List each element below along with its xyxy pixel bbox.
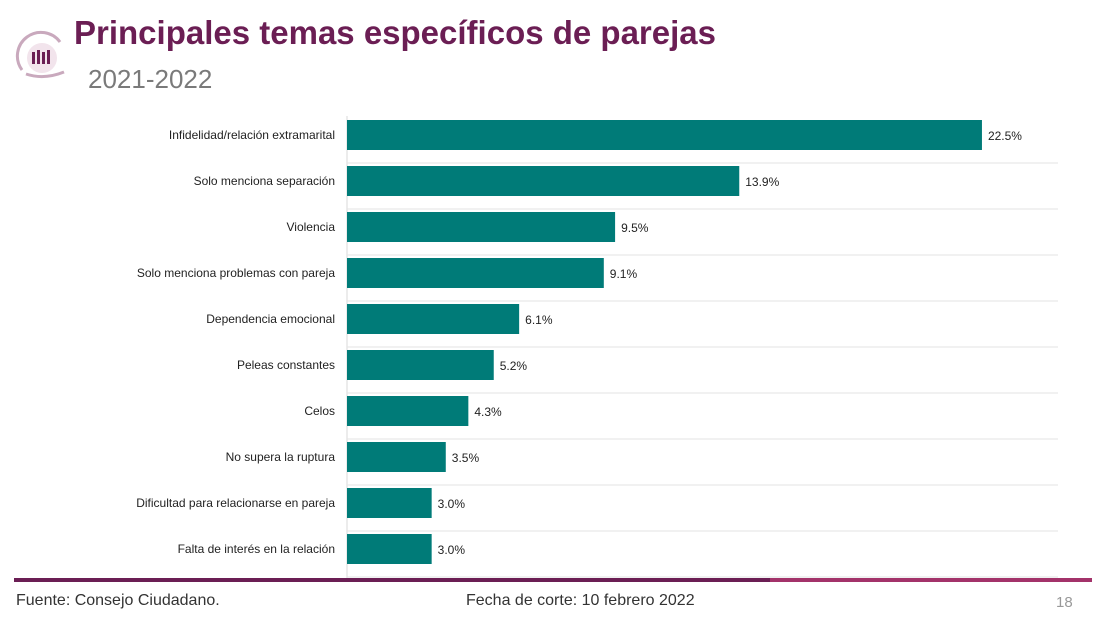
- page-title: Principales temas específicos de parejas: [74, 14, 717, 51]
- bar: [347, 488, 432, 518]
- bar: [347, 534, 432, 564]
- source-note: Fuente: Consejo Ciudadano.: [16, 592, 220, 609]
- bar: [347, 442, 446, 472]
- data-label: 13.9%: [745, 175, 779, 189]
- data-label: 6.1%: [525, 313, 553, 327]
- category-label: Peleas constantes: [237, 358, 335, 372]
- bar: [347, 304, 520, 334]
- footer-divider: [14, 578, 1092, 582]
- data-label: 3.5%: [452, 451, 480, 465]
- bar: [347, 120, 982, 150]
- category-label: Violencia: [287, 220, 336, 234]
- data-label: 22.5%: [988, 129, 1022, 143]
- data-label: 3.0%: [438, 543, 466, 557]
- data-label: 5.2%: [500, 359, 528, 373]
- footer-divider-accent: [770, 578, 1092, 582]
- category-label: Dificultad para relacionarse en pareja: [136, 496, 335, 510]
- category-label: Solo menciona separación: [194, 174, 335, 188]
- category-label: Solo menciona problemas con pareja: [137, 266, 335, 280]
- category-label: Celos: [304, 404, 335, 418]
- page-number: 18: [1056, 594, 1073, 611]
- data-label: 9.5%: [621, 221, 649, 235]
- page-subtitle: 2021-2022: [88, 64, 213, 94]
- category-label: Infidelidad/relación extramarital: [169, 128, 335, 142]
- bar: [347, 258, 604, 288]
- organization-logo: [15, 30, 65, 79]
- bar: [347, 166, 740, 196]
- bar: [347, 212, 616, 242]
- bar-chart: Infidelidad/relación extramarital 22.5% So…: [136, 116, 1058, 578]
- data-label: 4.3%: [474, 405, 502, 419]
- cutoff-date: Fecha de corte: 10 febrero 2022: [466, 592, 695, 609]
- category-label: Dependencia emocional: [206, 312, 335, 326]
- data-label: 3.0%: [438, 497, 466, 511]
- bar: [347, 350, 494, 380]
- category-label: No supera la ruptura: [226, 450, 336, 464]
- category-label: Falta de interés en la relación: [178, 542, 335, 556]
- data-label: 9.1%: [610, 267, 638, 281]
- bar: [347, 396, 469, 426]
